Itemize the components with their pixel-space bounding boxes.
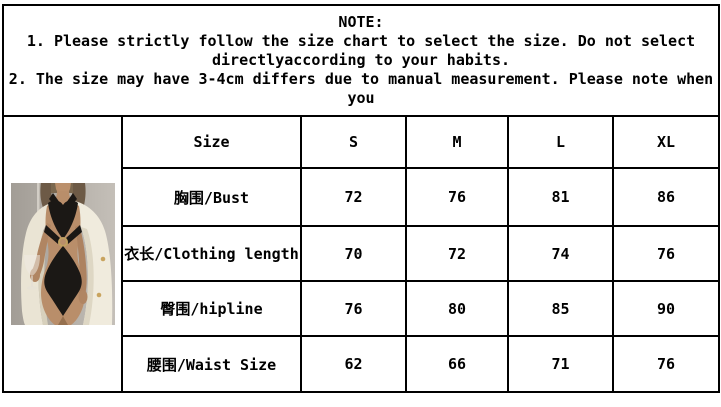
cell-length-s: 70	[300, 225, 407, 282]
cell-bust-m: 76	[405, 167, 509, 227]
cell-waist-xl: 76	[612, 335, 720, 393]
cell-hip-xl: 90	[612, 280, 720, 337]
cell-bust-l: 81	[507, 167, 614, 227]
cell-hip-l: 85	[507, 280, 614, 337]
table-row-clothing-length: 衣长/Clothing length 70 72 74 76	[3, 225, 720, 282]
row-label-clothing-length: 衣长/Clothing length	[121, 225, 302, 282]
cell-length-xl: 76	[612, 225, 720, 282]
row-label-bust: 胸围/Bust	[121, 167, 302, 227]
note-line-2: directlyaccording to your habits.	[211, 51, 510, 69]
swimsuit-model-illustration	[10, 183, 115, 325]
cell-hip-m: 80	[405, 280, 509, 337]
cell-bust-xl: 86	[612, 167, 720, 227]
note-line-3: 2. The size may have 3-4cm differs due t…	[8, 70, 714, 88]
row-label-hipline: 臀围/hipline	[121, 280, 302, 337]
row-label-waist: 腰围/Waist Size	[121, 335, 302, 393]
column-header-xl: XL	[612, 115, 720, 169]
column-header-size: Size	[121, 115, 302, 169]
note-section: NOTE: 1. Please strictly follow the size…	[2, 4, 720, 117]
column-header-l: L	[507, 115, 614, 169]
note-line-4: you	[347, 89, 375, 107]
cell-length-l: 74	[507, 225, 614, 282]
table-row-waist: 腰围/Waist Size 62 66 71 76	[3, 335, 720, 393]
table-row-bust: 胸围/Bust 72 76 81 86	[3, 167, 720, 227]
table-row-hipline: 臀围/hipline 76 80 85 90	[3, 280, 720, 337]
cell-waist-s: 62	[300, 335, 407, 393]
cell-length-m: 72	[405, 225, 509, 282]
note-title: NOTE:	[338, 13, 384, 31]
column-header-m: M	[405, 115, 509, 169]
cell-hip-s: 76	[300, 280, 407, 337]
cell-waist-m: 66	[405, 335, 509, 393]
product-photo	[10, 183, 115, 325]
note-line-1: 1. Please strictly follow the size chart…	[26, 32, 696, 50]
cell-bust-s: 72	[300, 167, 407, 227]
product-image-cell	[2, 115, 123, 393]
cell-waist-l: 71	[507, 335, 614, 393]
size-chart-table: NOTE: 1. Please strictly follow the size…	[2, 4, 720, 393]
column-header-s: S	[300, 115, 407, 169]
